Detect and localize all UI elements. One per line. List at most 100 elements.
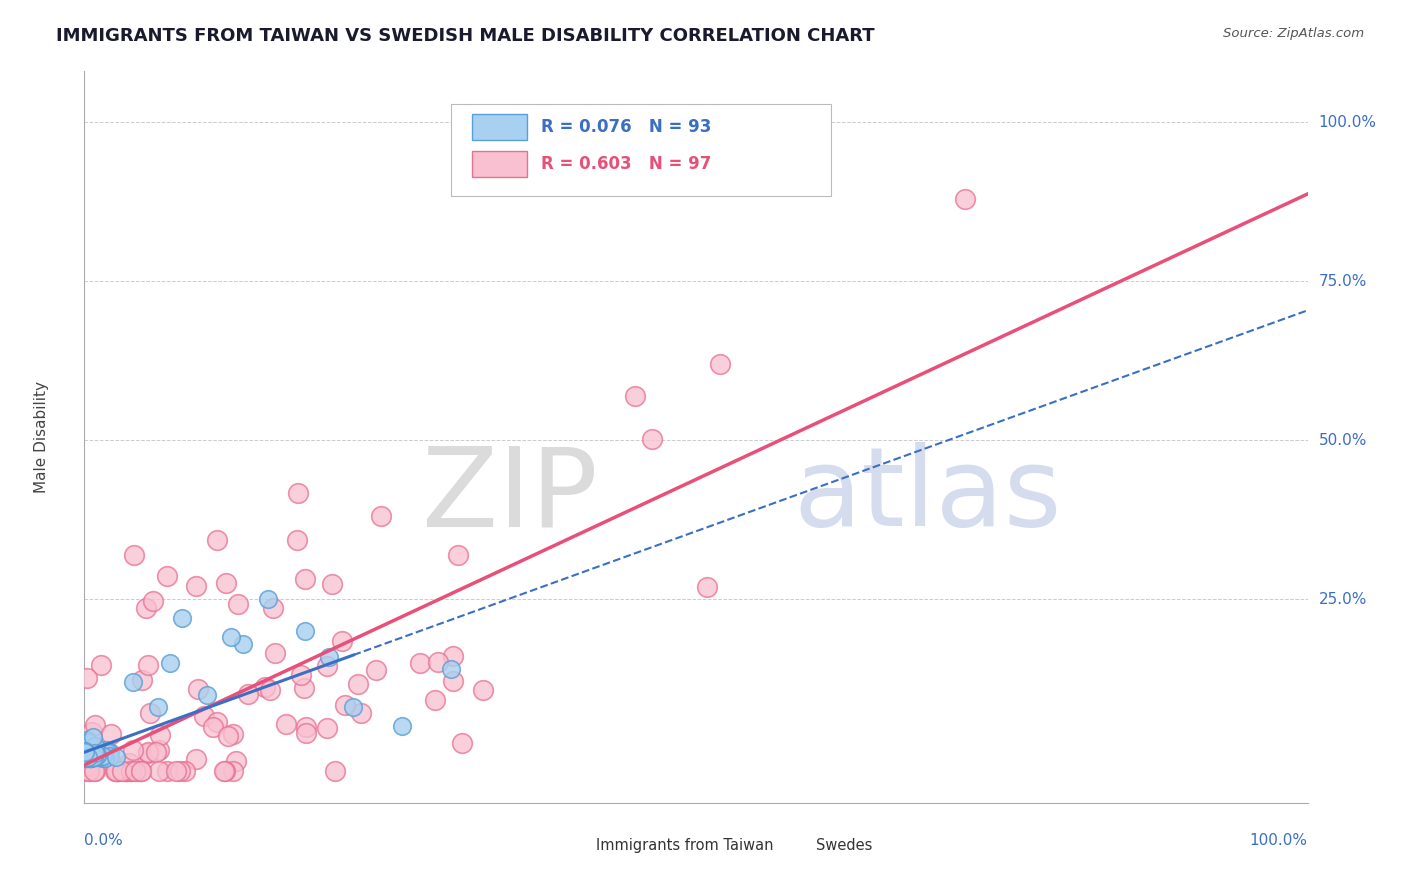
Point (315, 659, 337, 673)
Point (122, 675, 145, 690)
Point (76, 743, 98, 757)
Point (253, 680, 276, 694)
Point (107, 764, 129, 778)
Point (77, 739, 100, 754)
Text: atlas: atlas (794, 442, 1063, 549)
Point (76, 747, 98, 762)
Point (75, 747, 97, 762)
Text: R = 0.603   N = 97: R = 0.603 N = 97 (541, 154, 711, 173)
Point (80, 751, 103, 765)
Point (76, 749, 98, 764)
Point (76, 749, 98, 764)
Text: 0.0%: 0.0% (84, 833, 124, 848)
Point (107, 764, 129, 778)
Point (201, 720, 224, 734)
Point (98, 746, 121, 760)
Text: 75.0%: 75.0% (1319, 274, 1367, 289)
Point (79, 745, 101, 759)
Point (75, 748, 97, 763)
Text: 100.0%: 100.0% (1319, 115, 1376, 129)
Text: R = 0.076   N = 93: R = 0.076 N = 93 (541, 118, 711, 136)
Point (100, 726, 122, 740)
Point (80, 749, 103, 764)
Point (292, 681, 315, 695)
Point (169, 764, 191, 778)
Point (122, 548, 145, 562)
Point (84, 750, 107, 764)
Point (274, 717, 297, 731)
Point (94, 750, 117, 764)
Point (441, 648, 464, 663)
Point (136, 746, 159, 760)
Text: Immigrants from Taiwan: Immigrants from Taiwan (596, 838, 773, 854)
Point (82, 724, 104, 739)
Point (228, 597, 250, 611)
Point (75, 746, 97, 760)
Point (156, 569, 179, 583)
Point (156, 764, 179, 778)
Point (83, 750, 105, 764)
Point (136, 745, 159, 759)
Point (75, 749, 97, 764)
Point (321, 577, 343, 591)
Point (165, 764, 187, 778)
Point (76, 749, 98, 764)
Point (195, 688, 218, 702)
FancyBboxPatch shape (472, 151, 527, 177)
Point (83, 749, 105, 764)
Point (127, 764, 149, 778)
Point (264, 646, 287, 660)
Text: 50.0%: 50.0% (1319, 433, 1367, 448)
Point (205, 533, 228, 547)
Point (86, 740, 108, 755)
Point (73, 750, 96, 764)
Text: 100.0%: 100.0% (1250, 833, 1308, 848)
Point (391, 719, 413, 733)
Point (76, 764, 98, 778)
Point (73, 749, 96, 764)
Point (212, 764, 235, 778)
Point (184, 752, 207, 766)
Point (104, 764, 127, 778)
Point (76, 759, 98, 773)
Point (86, 747, 108, 762)
Point (294, 572, 316, 586)
Point (73, 738, 96, 752)
Point (370, 509, 392, 524)
Point (80, 737, 103, 751)
Point (315, 721, 337, 735)
FancyBboxPatch shape (451, 104, 831, 195)
Point (142, 593, 165, 607)
Point (285, 533, 308, 547)
Point (472, 683, 495, 698)
Point (131, 764, 153, 778)
Point (290, 668, 312, 682)
Point (221, 764, 243, 778)
Point (205, 715, 228, 730)
Point (148, 764, 170, 778)
Point (114, 764, 136, 778)
Point (87, 746, 110, 760)
Point (117, 756, 139, 770)
Point (73, 751, 96, 765)
Point (91, 750, 114, 764)
Point (80, 740, 103, 755)
Point (148, 743, 170, 757)
Point (624, 389, 647, 403)
Point (440, 662, 463, 676)
Point (76, 747, 98, 762)
Point (318, 649, 340, 664)
Point (91, 749, 114, 764)
Point (294, 624, 316, 638)
Point (287, 485, 309, 500)
Point (214, 764, 236, 778)
Point (98, 748, 121, 763)
Point (82, 748, 104, 763)
Point (138, 658, 160, 673)
Point (441, 673, 464, 688)
Point (447, 549, 470, 563)
Point (76, 733, 98, 747)
FancyBboxPatch shape (769, 834, 808, 858)
Point (124, 764, 146, 778)
Point (76, 741, 98, 756)
